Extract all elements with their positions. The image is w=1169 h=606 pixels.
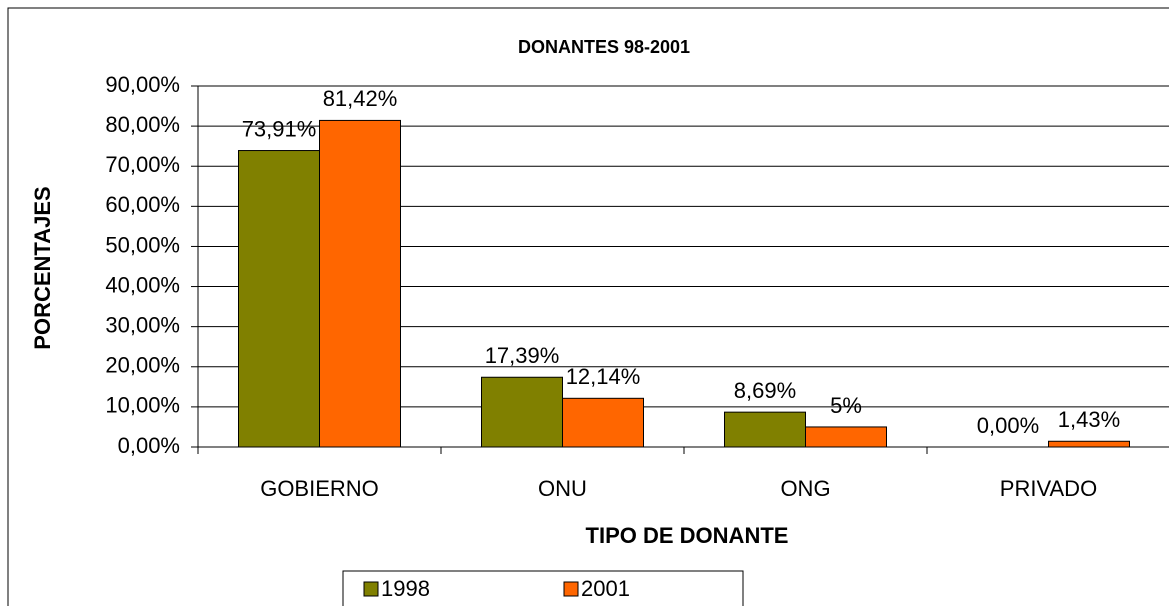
x-tick-label: ONG [780,476,830,501]
chart-border [7,7,1169,606]
value-label: 81,42% [323,86,398,111]
x-tick-label: PRIVADO [1000,476,1097,501]
x-axis-label: TIPO DE DONANTE [586,523,789,548]
x-tick-label: GOBIERNO [260,476,379,501]
legend-swatch [563,581,579,597]
value-label: 0,00% [977,413,1039,438]
legend-label: 1998 [381,576,430,601]
value-label: 17,39% [485,343,560,368]
y-tick-label: 20,00% [105,353,180,378]
x-tick-label: ONU [538,476,587,501]
legend-label: 2001 [581,576,630,601]
y-tick-label: 50,00% [105,232,180,257]
y-tick-label: 60,00% [105,192,180,217]
bar [1048,440,1130,448]
y-tick-label: 70,00% [105,152,180,177]
bar [562,397,644,448]
y-tick-label: 30,00% [105,312,180,337]
legend [342,570,744,606]
bar [724,411,806,448]
chart-title: DONANTES 98-2001 [518,37,690,57]
y-tick-label: 10,00% [105,393,180,418]
y-axis-label: PORCENTAJES [30,186,55,349]
value-label: 8,69% [734,378,796,403]
value-label: 73,91% [242,116,317,141]
y-tick-label: 0,00% [118,433,180,458]
legend-swatch [363,581,379,597]
bar [319,119,401,448]
value-label: 5% [830,393,862,418]
bar [481,376,563,448]
bar [805,426,887,448]
value-label: 1,43% [1058,407,1120,432]
bar [238,150,320,448]
y-tick-label: 80,00% [105,112,180,137]
y-tick-label: 40,00% [105,272,180,297]
value-label: 12,14% [566,364,641,389]
y-tick-label: 90,00% [105,72,180,97]
